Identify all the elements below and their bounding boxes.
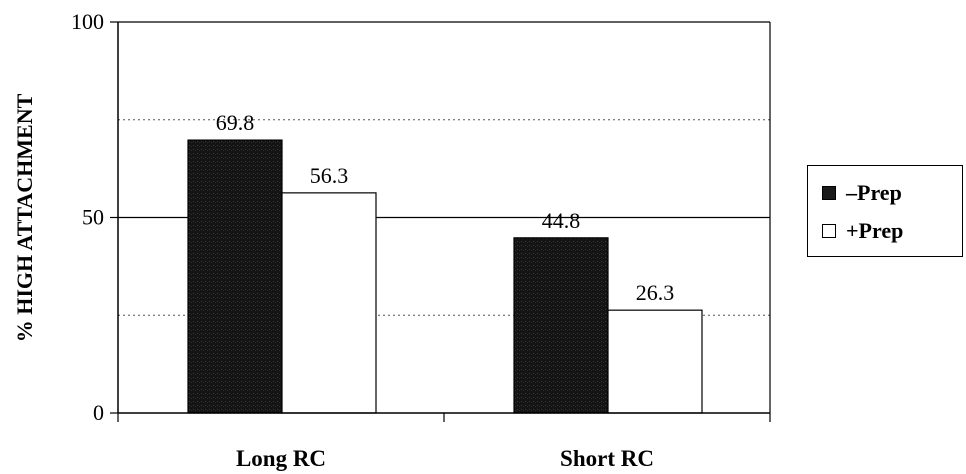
y-ticks: 0 50 100 — [71, 9, 118, 425]
legend-item-minus-prep: –Prep — [822, 182, 902, 204]
y-tick-label: 0 — [93, 400, 104, 425]
legend-item-plus-prep: +Prep — [822, 220, 903, 242]
value-labels: 69.8 56.3 44.8 26.3 — [216, 110, 675, 305]
bar — [187, 139, 283, 414]
bars — [187, 139, 703, 414]
x-category-label: Short RC — [560, 446, 654, 471]
bar — [513, 237, 609, 414]
x-category-label: Long RC — [236, 446, 326, 471]
y-tick-label: 100 — [71, 9, 104, 34]
y-axis-label: % HIGH ATTACHMENT — [12, 93, 37, 342]
legend-label: +Prep — [846, 218, 904, 243]
legend-swatch-minus-prep — [822, 186, 836, 200]
bar — [281, 192, 377, 414]
y-tick-label: 50 — [82, 205, 104, 230]
bar-value-label: 44.8 — [542, 208, 581, 233]
legend: –Prep +Prep — [807, 165, 963, 257]
bar-value-label: 69.8 — [216, 110, 255, 135]
bar-value-label: 26.3 — [636, 280, 675, 305]
legend-label: –Prep — [846, 180, 902, 205]
legend-swatch-plus-prep — [822, 224, 836, 238]
x-ticks: Long RC Short RC — [117, 413, 771, 471]
bar-value-label: 56.3 — [310, 163, 349, 188]
bar — [607, 309, 703, 414]
